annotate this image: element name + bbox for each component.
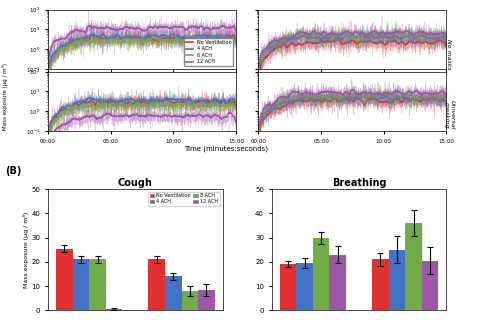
Bar [329, 255, 346, 310]
Bar [389, 250, 405, 310]
Bar [422, 261, 438, 310]
Bar [56, 249, 72, 310]
Bar [148, 260, 165, 310]
Bar [106, 309, 122, 310]
Bar [405, 223, 422, 310]
Title: Cough: Cough [118, 178, 153, 188]
Bar [280, 264, 296, 310]
Text: Universal
masking: Universal masking [444, 100, 454, 130]
Title: Breathing: Breathing [332, 178, 386, 188]
Bar [72, 260, 89, 310]
Text: No masks: No masks [446, 39, 451, 70]
Text: (B): (B) [5, 166, 21, 176]
Bar [198, 290, 215, 310]
Legend: No Ventilation, 4 ACH, 8 ACH, 12 ACH: No Ventilation, 4 ACH, 8 ACH, 12 ACH [148, 192, 220, 206]
Bar [89, 260, 106, 310]
Y-axis label: Mass exposure (μg / m³): Mass exposure (μg / m³) [23, 212, 29, 288]
Legend: No Ventilation, 4 ACH, 6 ACH, 12 ACH: No Ventilation, 4 ACH, 6 ACH, 12 ACH [184, 38, 233, 66]
Bar [165, 276, 181, 310]
Bar [181, 291, 198, 310]
Bar [313, 238, 329, 310]
Bar [372, 260, 389, 310]
Bar [296, 263, 313, 310]
Text: Time (minutes:seconds): Time (minutes:seconds) [183, 146, 268, 152]
Text: Mass exposure (μg / m³): Mass exposure (μg / m³) [2, 62, 9, 130]
